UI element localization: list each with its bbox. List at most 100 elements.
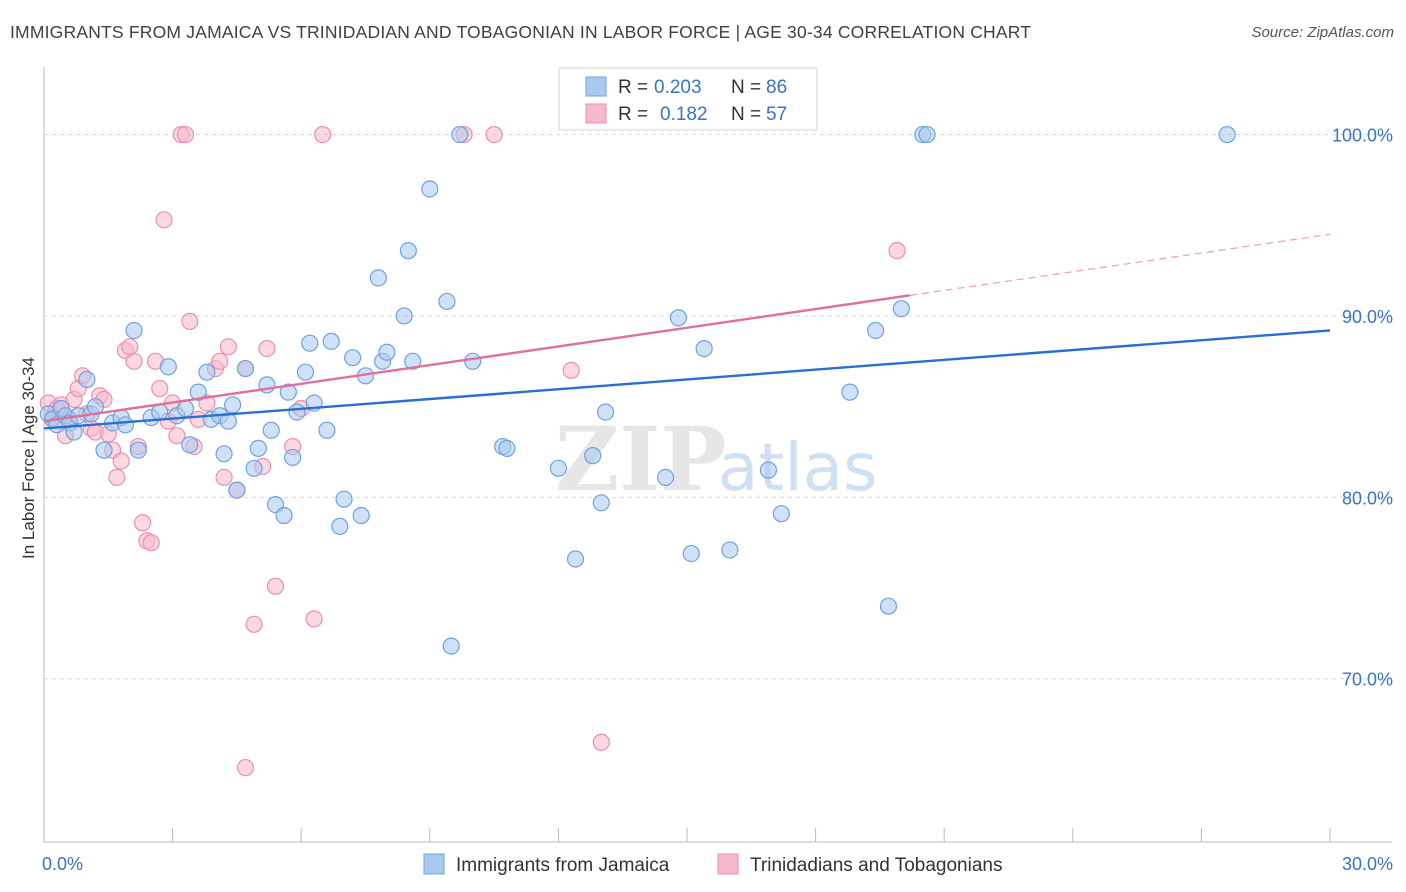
jamaica-point — [669, 309, 688, 327]
legend-swatch-blue — [585, 76, 607, 97]
jamaica-point — [151, 403, 169, 421]
legend-n-value-2: 57 — [766, 104, 787, 125]
jamaica-point — [395, 307, 413, 325]
jamaica-point — [95, 441, 113, 459]
trinidad-point — [125, 352, 143, 370]
y-tick-label: 80.0% — [1342, 488, 1393, 508]
trinidad-point — [888, 242, 906, 260]
y-tick-label: 70.0% — [1342, 670, 1393, 690]
watermark-atlas: atlas — [718, 429, 878, 506]
jamaica-point — [249, 439, 267, 457]
jamaica-point — [198, 363, 216, 381]
jamaica-point — [682, 544, 700, 563]
jamaica-point — [352, 506, 370, 525]
legend-r-value-1: 0.203 — [654, 77, 702, 98]
jamaica-point — [596, 403, 615, 421]
jamaica-trend-line — [43, 329, 1331, 430]
jamaica-point — [236, 359, 255, 378]
jamaica-point — [464, 352, 482, 370]
y-tick-label: 100.0% — [1332, 126, 1393, 146]
trinidad-point — [592, 733, 610, 751]
jamaica-point — [918, 125, 936, 144]
legend-n-label-1: N = — [731, 77, 761, 98]
jamaica-point — [442, 637, 460, 655]
legend-r-label-2: R = — [618, 104, 648, 125]
jamaica-point — [228, 481, 246, 499]
jamaica-point — [296, 363, 315, 381]
jamaica-point — [1218, 125, 1236, 144]
jamaica-point — [284, 448, 302, 467]
jamaica-point — [318, 421, 336, 439]
jamaica-point — [65, 423, 83, 441]
jamaica-point — [759, 461, 778, 479]
trinidad-point — [266, 577, 285, 595]
trinidad-point — [112, 452, 130, 470]
legend: R = 0.203 N = 86 R = 0.182 N = 57 — [558, 67, 818, 131]
jamaica-point — [279, 383, 297, 401]
trinidad-point — [151, 379, 169, 398]
jamaica-point — [438, 292, 456, 311]
jamaica-point — [344, 349, 362, 367]
legend-n-value-1: 86 — [766, 77, 787, 98]
trinidad-point — [142, 534, 160, 552]
legend-n-label-2: N = — [731, 104, 761, 125]
jamaica-point — [189, 383, 207, 401]
jamaica-point — [369, 269, 387, 287]
x-tick-label: 0.0% — [42, 854, 83, 874]
legend-r-value-2: 0.182 — [660, 104, 708, 125]
trinidad-point — [133, 514, 152, 532]
x-tick-labels: 0.0% 30.0% — [42, 854, 1393, 874]
y-tick-labels: 70.0% 80.0% 90.0% 100.0% — [1332, 126, 1393, 690]
jamaica-point — [301, 334, 319, 352]
data-points — [39, 125, 1236, 777]
jamaica-point — [451, 125, 469, 144]
trinidad-point — [108, 468, 126, 486]
jamaica-point — [245, 459, 263, 477]
grid-lines — [44, 134, 1392, 680]
jamaica-point — [331, 517, 349, 535]
jamaica-point — [498, 439, 516, 457]
trinidad-point — [155, 211, 173, 229]
jamaica-point — [695, 340, 713, 358]
jamaica-point — [421, 180, 439, 198]
trinidad-point — [211, 352, 229, 370]
bottom-legend-label-blue: Immigrants from Jamaica — [456, 855, 670, 876]
jamaica-point — [721, 541, 739, 559]
jamaica-point — [159, 358, 177, 376]
y-axis-title: In Labor Force | Age 30-34 — [19, 357, 38, 559]
jamaica-point — [549, 459, 568, 477]
jamaica-point — [399, 242, 417, 260]
jamaica-point — [592, 494, 610, 512]
jamaica-point — [656, 468, 675, 486]
jamaica-point — [335, 490, 353, 508]
bottom-legend-swatch-pink — [717, 853, 739, 875]
jamaica-point — [181, 436, 199, 454]
jamaica-point — [584, 447, 602, 465]
trinidad-trend-extension — [909, 233, 1331, 296]
jamaica-point — [125, 321, 143, 340]
jamaica-point — [275, 506, 293, 525]
trinidad-point — [181, 312, 199, 330]
trend-lines — [43, 233, 1331, 430]
trinidad-point — [305, 610, 323, 628]
jamaica-point — [176, 399, 195, 418]
jamaica-point — [566, 550, 585, 568]
jamaica-point — [867, 321, 885, 340]
trinidad-point — [215, 468, 233, 486]
jamaica-point — [404, 352, 422, 370]
trinidad-point — [121, 338, 139, 356]
jamaica-point — [116, 416, 135, 434]
jamaica-point — [322, 332, 340, 350]
jamaica-point — [262, 421, 280, 439]
trinidad-point — [176, 125, 195, 144]
jamaica-point — [219, 412, 237, 430]
jamaica-point — [215, 445, 233, 463]
trinidad-point — [245, 615, 263, 633]
trinidad-point — [219, 338, 237, 356]
bottom-legend: Immigrants from Jamaica Trinidadians and… — [423, 853, 1002, 876]
bottom-legend-label-pink: Trinidadians and Tobagonians — [750, 855, 1002, 876]
jamaica-point — [378, 343, 396, 361]
jamaica-point — [892, 300, 910, 318]
jamaica-point — [129, 441, 147, 459]
